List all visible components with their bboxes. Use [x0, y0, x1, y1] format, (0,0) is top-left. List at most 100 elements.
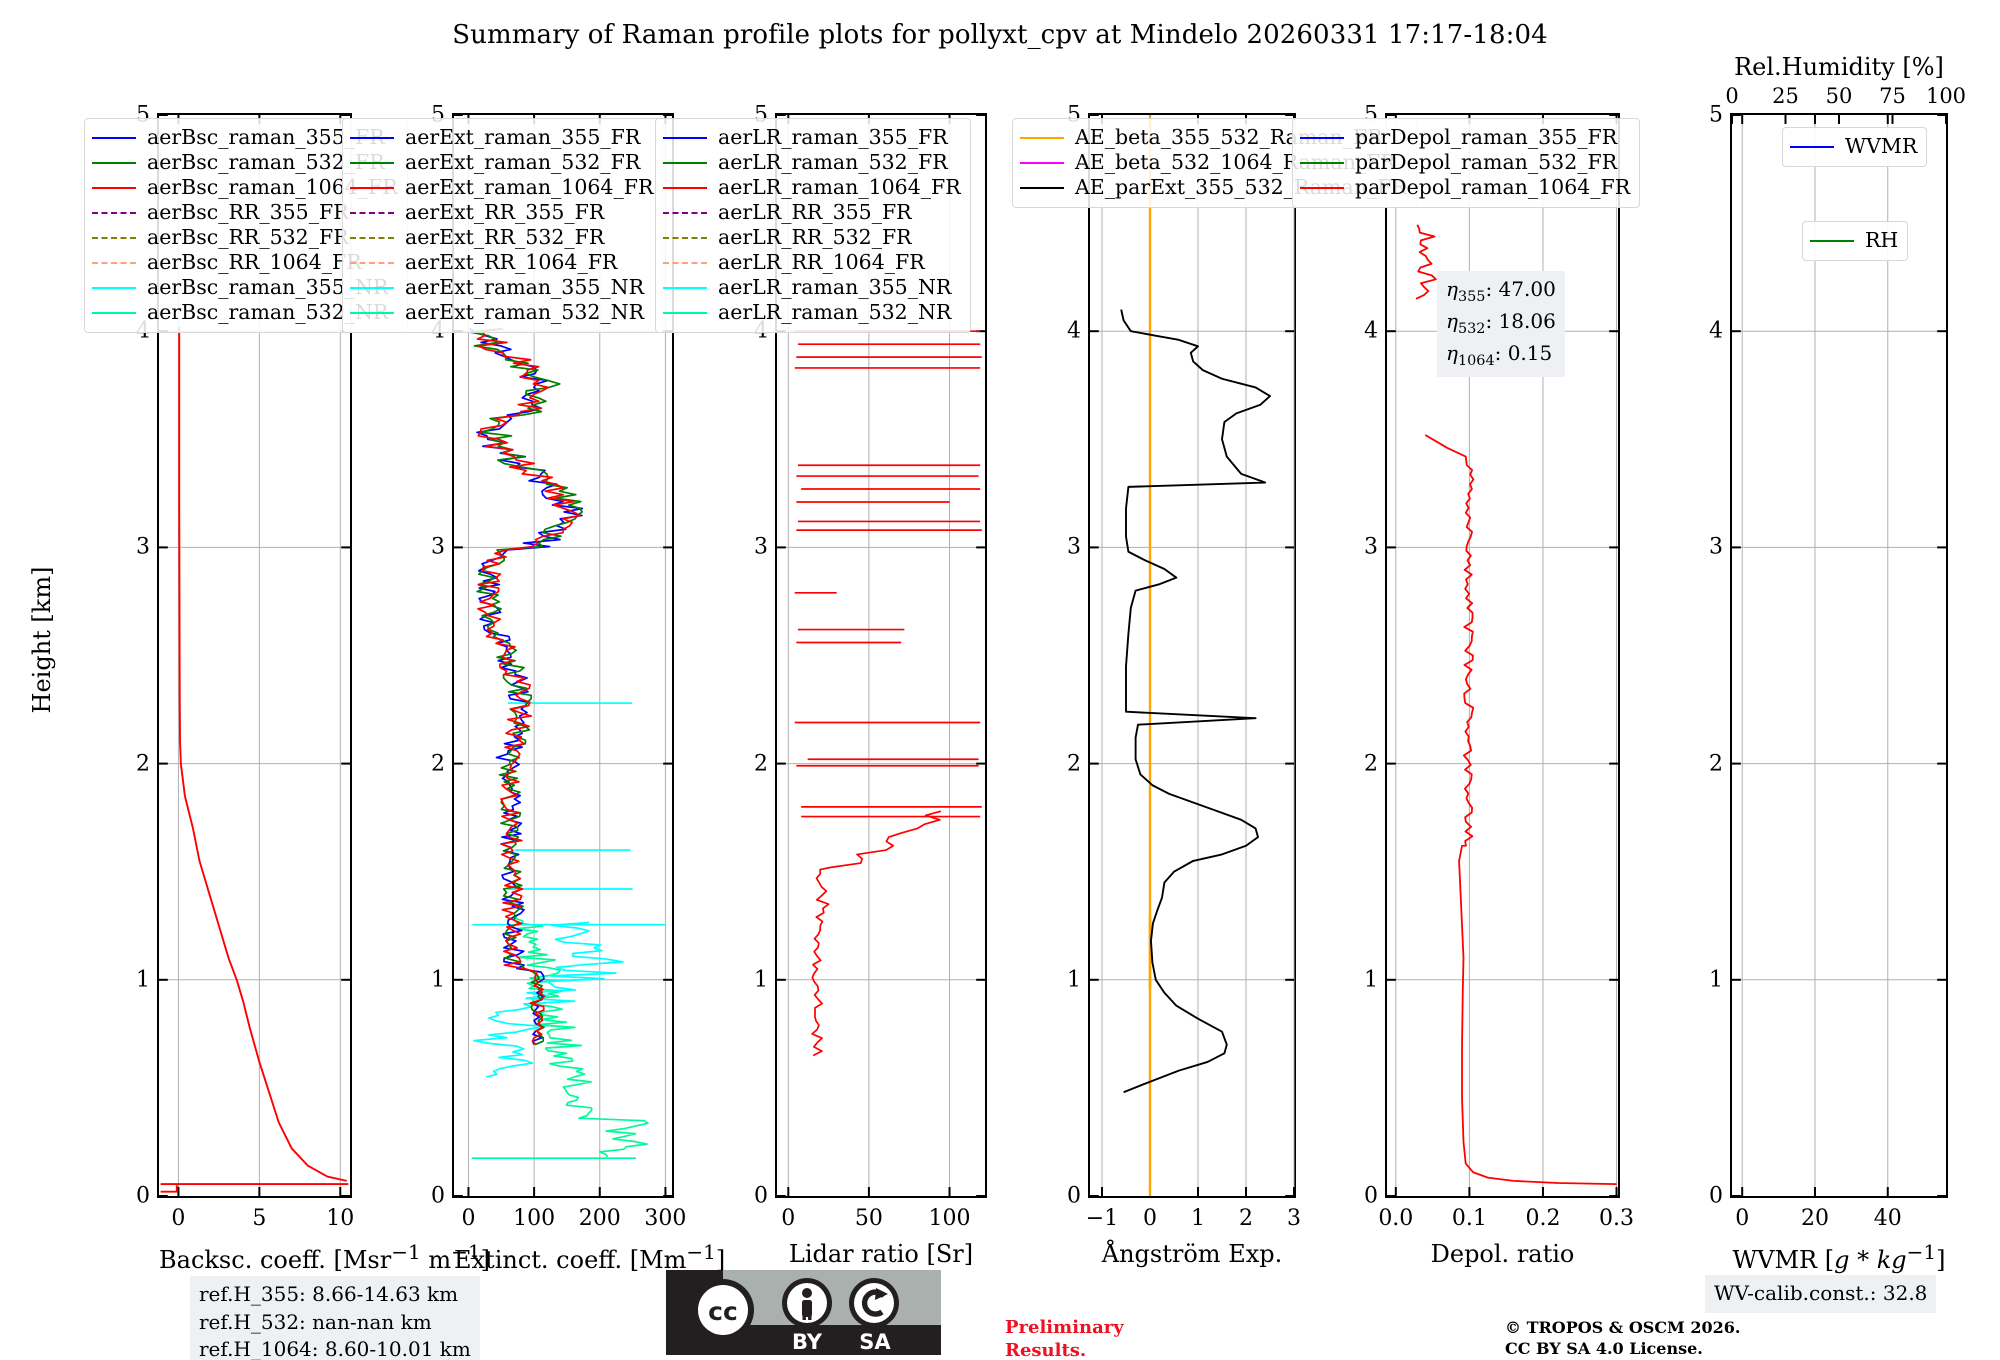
legend-item[interactable]: aerBsc_raman_532_FR: [92, 150, 398, 175]
copyright-line: CC BY SA 4.0 License.: [1505, 1338, 1703, 1358]
legend-line-swatch: [350, 186, 394, 189]
y-tick-label: 5: [1709, 102, 1723, 128]
legend-item[interactable]: aerBsc_raman_355_FR: [92, 125, 398, 150]
y-tick-label: 2: [1364, 751, 1378, 777]
legend-label: aerExt_RR_355_FR: [405, 200, 605, 225]
legend-lidar-ratio[interactable]: aerLR_raman_355_FR aerLR_raman_532_FR aerL…: [655, 118, 971, 333]
legend-label: aerLR_raman_532_FR: [718, 150, 948, 175]
x-axis-title-angstrom: Ångström Exp.: [1101, 1240, 1283, 1268]
legend-line-swatch: [1810, 239, 1854, 242]
legend-item[interactable]: parDepol_raman_532_FR: [1300, 150, 1630, 175]
legend-item[interactable]: aerExt_raman_355_FR: [350, 125, 653, 150]
x-tick-label: 0.3: [1599, 1206, 1635, 1231]
x-tick-label: 3: [1287, 1206, 1301, 1231]
top-x-tick-label: 50: [1825, 84, 1853, 108]
preliminary-results-note: Preliminary Results.: [1005, 1317, 1124, 1360]
legend-label: aerBsc_raman_355_NR: [147, 275, 389, 300]
x-axis-title-depolarization: Depol. ratio: [1430, 1240, 1575, 1268]
y-tick-label: 2: [136, 751, 150, 777]
legend-line-swatch: [1790, 145, 1834, 148]
top-x-tick-label: 75: [1879, 84, 1906, 108]
x-tick-label: 50: [854, 1206, 883, 1231]
legend-item[interactable]: aerExt_RR_532_FR: [350, 225, 653, 250]
legend-item[interactable]: aerBsc_raman_355_NR: [92, 275, 398, 300]
legend-label: aerLR_RR_355_FR: [718, 200, 912, 225]
legend-label: aerExt_RR_1064_FR: [405, 250, 618, 275]
legend-wvmr-rh[interactable]: RH: [1802, 221, 1909, 261]
legend-label: aerExt_raman_532_FR: [405, 150, 641, 175]
legend-line-swatch: [92, 286, 136, 289]
legend-item[interactable]: aerLR_raman_355_FR: [663, 125, 961, 150]
legend-label: aerLR_RR_532_FR: [718, 225, 912, 250]
legend-line-swatch: [92, 236, 136, 239]
y-tick-label: 0: [1709, 1183, 1723, 1209]
legend-item[interactable]: aerBsc_RR_1064_FR: [92, 250, 398, 275]
legend-label: parDepol_raman_1064_FR: [1355, 175, 1631, 200]
legend-item[interactable]: aerBsc_raman_1064_FR: [92, 175, 398, 200]
legend-line-swatch: [350, 261, 394, 264]
legend-item[interactable]: aerLR_raman_1064_FR: [663, 175, 961, 200]
plot-panel-angstrom: 0 1 2 3 4 5 −1 0 1 2 3 Ångström Exp. AE_beta_355_532…: [1012, 103, 1417, 1268]
legend-item[interactable]: aerBsc_RR_355_FR: [92, 200, 398, 225]
x-tick-label: 0: [1143, 1206, 1157, 1231]
y-tick-label: 0: [1364, 1183, 1378, 1209]
plot-area-wvmr: 0 1 2 3 4 5 0 20 40 0 25 50 75 100 Rel.Humidity [%] WVM…: [1709, 53, 1966, 1274]
legend-extinction[interactable]: aerExt_raman_355_FR aerExt_raman_532_FR ae…: [342, 118, 664, 333]
svg-text:BY: BY: [792, 1330, 823, 1354]
legend-label: aerBsc_raman_1064_FR: [147, 175, 398, 200]
top-axis-title: Rel.Humidity [%]: [1734, 53, 1944, 81]
legend-line-swatch: [663, 286, 707, 289]
y-tick-label: 0: [136, 1183, 150, 1209]
legend-item[interactable]: aerExt_raman_532_NR: [350, 300, 653, 325]
legend-item[interactable]: aerExt_raman_1064_FR: [350, 175, 653, 200]
eta-line: η1064: 0.15: [1446, 340, 1553, 369]
top-x-tick-label: 25: [1772, 84, 1799, 108]
y-tick-label: 3: [1067, 534, 1081, 560]
legend-item[interactable]: RH: [1810, 228, 1898, 253]
preliminary-line: Preliminary: [1005, 1317, 1124, 1338]
legend-item[interactable]: aerLR_raman_355_NR: [663, 275, 961, 300]
legend-item[interactable]: parDepol_raman_355_FR: [1300, 125, 1630, 150]
legend-item[interactable]: aerLR_RR_532_FR: [663, 225, 961, 250]
x-tick-label: −1: [1085, 1206, 1119, 1231]
legend-label: aerExt_raman_355_NR: [405, 275, 645, 300]
y-tick-label: 2: [1709, 751, 1723, 777]
legend-line-swatch: [663, 161, 707, 164]
cc-by-sa-license-badge: cc BY SA: [666, 1270, 941, 1355]
legend-label: aerLR_RR_1064_FR: [718, 250, 925, 275]
y-tick-label: 3: [754, 534, 768, 560]
legend-item[interactable]: aerBsc_RR_532_FR: [92, 225, 398, 250]
legend-item[interactable]: aerExt_raman_532_FR: [350, 150, 653, 175]
y-axis-label: Height [km]: [28, 566, 56, 714]
legend-item[interactable]: aerLR_raman_532_FR: [663, 150, 961, 175]
legend-item[interactable]: aerLR_RR_1064_FR: [663, 250, 961, 275]
legend-item[interactable]: aerLR_RR_355_FR: [663, 200, 961, 225]
reference-height-line: ref.H_532: nan-nan km: [199, 1309, 432, 1334]
y-tick-label: 4: [1364, 318, 1378, 344]
legend-line-swatch: [350, 136, 394, 139]
legend-item[interactable]: aerExt_raman_355_NR: [350, 275, 653, 300]
x-tick-label: 1: [1191, 1206, 1205, 1231]
legend-line-swatch: [350, 236, 394, 239]
y-tick-label: 0: [1067, 1183, 1081, 1209]
copyright-line: © TROPOS & OSCM 2026.: [1505, 1318, 1741, 1337]
x-axis-title-extinction: Extinct. coeff. [Mm−1]: [454, 1240, 726, 1274]
preliminary-line: Results.: [1005, 1339, 1087, 1360]
x-tick-label: 0.0: [1378, 1206, 1414, 1231]
x-tick-label: 200: [578, 1206, 621, 1231]
x-tick-label: 0: [171, 1206, 186, 1231]
y-tick-label: 3: [1364, 534, 1378, 560]
legend-item[interactable]: aerExt_RR_355_FR: [350, 200, 653, 225]
legend-item[interactable]: parDepol_raman_1064_FR: [1300, 175, 1630, 200]
legend-label: aerLR_raman_355_FR: [718, 125, 948, 150]
legend-item[interactable]: WVMR: [1790, 134, 1917, 159]
reference-height-line: ref.H_355: 8.66-14.63 km: [199, 1282, 459, 1306]
legend-item[interactable]: aerExt_RR_1064_FR: [350, 250, 653, 275]
legend-line-swatch: [663, 186, 707, 189]
legend-wvmr[interactable]: WVMR: [1782, 127, 1928, 167]
y-tick-label: 1: [754, 967, 768, 993]
legend-item[interactable]: aerLR_raman_532_NR: [663, 300, 961, 325]
legend-depolarization[interactable]: parDepol_raman_355_FR parDepol_raman_532_…: [1292, 118, 1641, 208]
wv-calibration-line: WV-calib.const.: 32.8: [1714, 1281, 1928, 1305]
legend-item[interactable]: aerBsc_raman_532_NR: [92, 300, 398, 325]
